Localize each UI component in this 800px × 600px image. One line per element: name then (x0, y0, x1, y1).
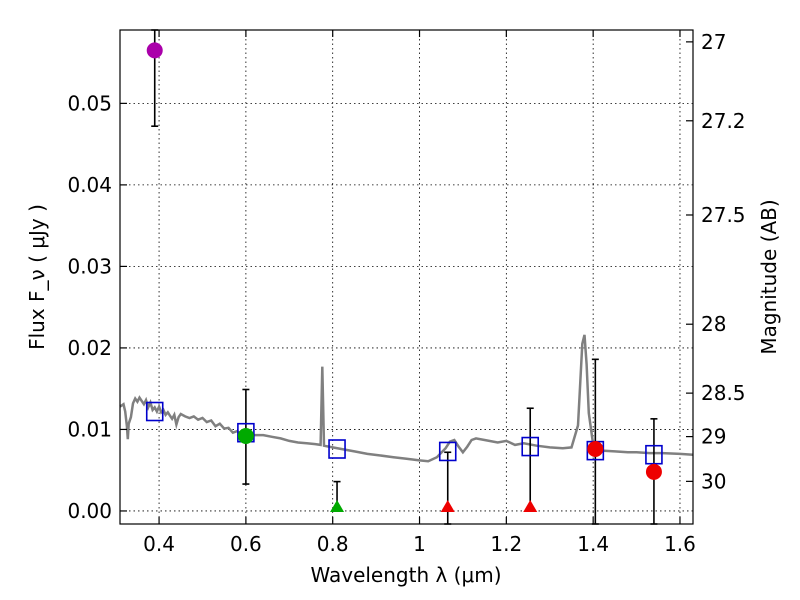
y-axis-label: Flux F_ν ( μJy ) (25, 204, 49, 350)
x-tick-label: 0.4 (143, 532, 175, 556)
model-point-square (645, 444, 663, 465)
magnitude-tick-labels: 27 27.2 27.5 28 28.5 29 30 (701, 30, 746, 493)
upper-limit-triangle (330, 499, 345, 512)
x-tick-label: 1.6 (664, 532, 696, 556)
y-tick-label: 0.03 (67, 254, 112, 278)
y-tick-label: 0.02 (67, 336, 112, 360)
observation-points (146, 42, 662, 512)
x-tick-label: 1.2 (490, 532, 522, 556)
observation-point (146, 42, 163, 59)
y-tick-label: 0.01 (67, 417, 112, 441)
grid-lines (120, 30, 693, 524)
x-tick-label: 0.6 (230, 532, 262, 556)
magnitude-tick-label: 30 (701, 469, 726, 493)
y-tick-label: 0.00 (67, 499, 112, 523)
upper-limit-triangle (523, 499, 538, 512)
magnitude-tick-label: 27 (701, 30, 726, 54)
y-tick-label: 0.05 (67, 91, 112, 115)
magnitude-tick-label: 27.5 (701, 203, 746, 227)
y-tick-labels: 0.00 0.01 0.02 0.03 0.04 0.05 (67, 91, 112, 523)
x-tick-label: 0.8 (317, 532, 349, 556)
x-tick-label: 1 (413, 532, 426, 556)
magnitude-tick-label: 29 (701, 425, 726, 449)
x-tick-labels: 0.4 0.6 0.8 1 1.2 1.4 1.6 (143, 532, 696, 556)
observation-point (587, 441, 604, 458)
x-tick-label: 1.4 (577, 532, 609, 556)
model-points (145, 401, 663, 465)
plot-frame (119, 29, 694, 525)
error-bars (151, 29, 658, 525)
upper-limit-triangle (440, 499, 455, 512)
model-point-square (145, 401, 164, 422)
observation-point (645, 463, 662, 480)
magnitude-tick-label: 27.2 (701, 109, 746, 133)
axis-ticks (120, 30, 693, 524)
y-tick-label: 0.04 (67, 173, 112, 197)
observation-point (237, 427, 254, 444)
plot-area (119, 29, 694, 525)
model-point-square (328, 439, 346, 459)
magnitude-tick-label: 28.5 (701, 381, 746, 405)
x-axis-label: Wavelength λ (μm) (310, 563, 501, 587)
model-point-square (521, 436, 540, 457)
model-spectrum-line (119, 334, 694, 463)
magnitude-tick-label: 28 (701, 312, 726, 336)
right-axis-label: Magnitude (AB) (757, 199, 781, 354)
model-point-square (438, 441, 457, 462)
